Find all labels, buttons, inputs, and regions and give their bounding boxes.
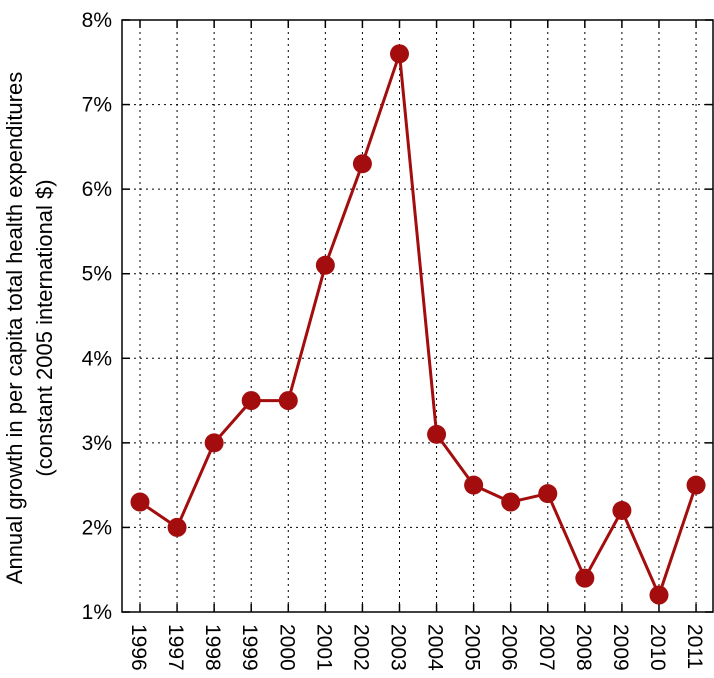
y-tick-label: 1% <box>82 601 112 624</box>
data-point <box>464 475 484 495</box>
y-axis-label: Annual growth in per capita total health… <box>2 72 27 584</box>
data-point <box>278 391 298 411</box>
y-tick-label: 5% <box>82 263 112 286</box>
data-point <box>649 585 669 605</box>
y-tick-label: 7% <box>82 94 112 117</box>
x-tick-label: 1997 <box>164 624 187 671</box>
y-tick-label: 4% <box>82 347 112 370</box>
data-point <box>167 517 187 537</box>
data-point <box>575 568 595 588</box>
data-point <box>241 391 261 411</box>
data-point <box>315 255 335 275</box>
y-tick-label: 2% <box>82 516 112 539</box>
data-point <box>130 492 150 512</box>
y-axis-tick-labels: 1% 2% 3% 4% 5% 6% 7% 8% <box>82 9 112 624</box>
data-point <box>389 44 409 64</box>
x-tick-label: 2003 <box>386 624 409 671</box>
x-tick-label: 1999 <box>238 624 261 671</box>
x-tick-label: 1998 <box>201 624 224 671</box>
data-point <box>427 424 447 444</box>
x-tick-label: 2001 <box>312 624 335 671</box>
y-tick-label: 6% <box>82 178 112 201</box>
x-tick-label: 2004 <box>424 624 447 671</box>
grid <box>122 20 713 612</box>
x-tick-label: 1996 <box>127 624 150 671</box>
data-point <box>501 492 521 512</box>
plot-frame <box>121 19 714 613</box>
series-line <box>139 52 698 597</box>
y-tick-label: 3% <box>82 432 112 455</box>
x-tick-label: 2009 <box>609 624 632 671</box>
series-layer <box>130 44 706 605</box>
y-tick-label: 8% <box>82 9 112 32</box>
y-axis-label-line2: (constant 2005 international $) <box>32 179 57 476</box>
x-tick-label: 2002 <box>349 624 372 671</box>
x-tick-label: 2006 <box>498 624 521 671</box>
x-tick-label: 2010 <box>646 624 669 671</box>
x-tick-label: 2011 <box>683 624 706 669</box>
data-point <box>204 433 224 453</box>
x-tick-label: 2005 <box>461 624 484 671</box>
axis-ticks <box>122 19 713 613</box>
data-point <box>352 154 372 174</box>
x-axis-tick-labels: 1996 1997 1998 1999 2000 2001 2002 2003 2004 2005… <box>127 624 706 671</box>
data-point <box>686 475 706 495</box>
x-tick-label: 2008 <box>572 624 595 671</box>
data-point <box>538 484 558 504</box>
data-point <box>612 501 632 521</box>
x-tick-label: 2000 <box>275 624 298 671</box>
x-tick-label: 2007 <box>535 624 558 671</box>
